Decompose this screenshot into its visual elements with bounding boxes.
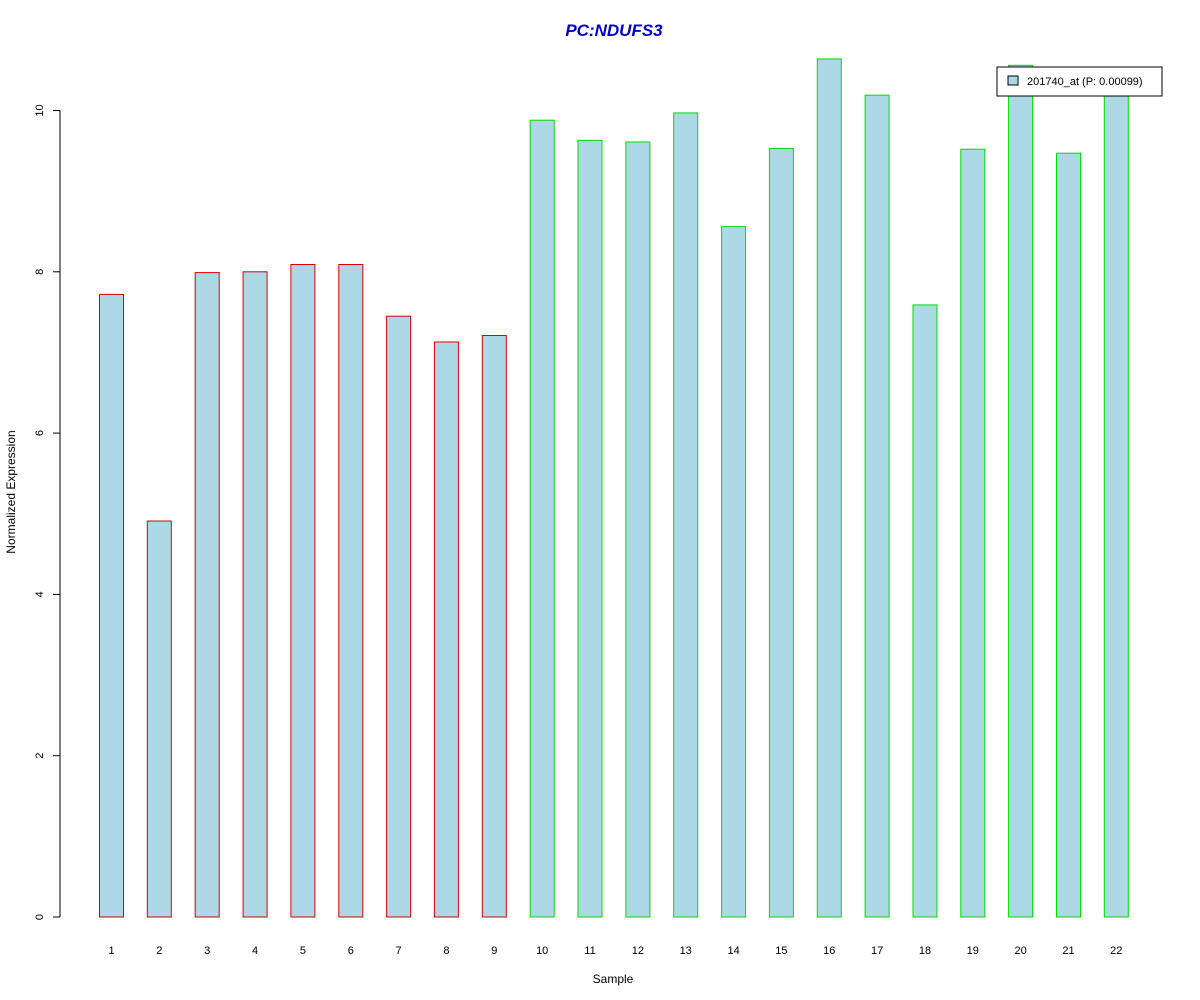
- x-tick-label: 17: [871, 945, 883, 957]
- x-tick-label: 7: [396, 945, 402, 957]
- x-tick-label: 22: [1110, 945, 1122, 957]
- bar-sample-15: [768, 147, 794, 918]
- bar-sample-16: [816, 58, 842, 918]
- x-tick-label: 18: [919, 945, 931, 957]
- bar-sample-12: [625, 141, 651, 918]
- bar-sample-5: [290, 264, 316, 918]
- x-tick-label: 20: [1014, 945, 1026, 957]
- x-tick-label: 19: [967, 945, 979, 957]
- bar-sample-11: [577, 139, 603, 918]
- x-tick-label: 13: [680, 945, 692, 957]
- y-axis: 0 2 4 6 8 10: [34, 104, 61, 920]
- bar-sample-4: [242, 271, 268, 918]
- x-tick-label: 5: [300, 945, 306, 957]
- bar-sample-9: [481, 335, 507, 918]
- bars: [99, 58, 1129, 918]
- bar-sample-19: [960, 148, 986, 918]
- x-tick-label: 3: [204, 945, 210, 957]
- y-tick-label: 0: [34, 914, 46, 920]
- bar-sample-1: [99, 293, 124, 918]
- bar-sample-20: [1008, 64, 1034, 918]
- x-tick-label: 9: [491, 945, 497, 957]
- y-tick-label: 4: [34, 591, 46, 597]
- x-tick-label: 4: [252, 945, 258, 957]
- bar-sample-2: [146, 520, 172, 918]
- bar-sample-21: [1056, 152, 1081, 918]
- bar-sample-6: [338, 264, 364, 918]
- bar-sample-13: [673, 112, 699, 918]
- bar-sample-3: [194, 272, 220, 918]
- bar-sample-10: [529, 119, 555, 918]
- x-tick-label: 10: [536, 945, 548, 957]
- y-tick-label: 6: [34, 430, 46, 436]
- x-tick-label: 16: [823, 945, 835, 957]
- x-tick-label: 12: [632, 945, 644, 957]
- x-tick-label: 15: [775, 945, 787, 957]
- x-tick-label: 2: [156, 945, 162, 957]
- bar-sample-7: [386, 315, 412, 918]
- x-tick-label: 14: [727, 945, 739, 957]
- bar-sample-14: [721, 226, 747, 918]
- legend-swatch: [1007, 75, 1019, 86]
- x-tick-labels: 1 2 3 4 5 6 7 8 9 10 11 12 13 14 15 16 17 18 19 20 21 22: [108, 945, 1122, 957]
- bar-sample-8: [433, 341, 459, 918]
- x-axis-label: Sample: [593, 972, 634, 986]
- y-tick-label: 2: [34, 753, 46, 759]
- x-tick-label: 11: [584, 945, 595, 957]
- bar-sample-18: [912, 304, 938, 918]
- x-tick-label: 21: [1062, 945, 1074, 957]
- x-tick-label: 1: [108, 945, 114, 957]
- bar-sample-22: [1103, 92, 1129, 918]
- x-tick-label: 8: [443, 945, 449, 957]
- y-axis-label: Normalized Expression: [4, 430, 18, 553]
- y-tick-label: 10: [34, 104, 46, 116]
- bar-sample-17: [864, 94, 890, 918]
- legend-label: 201740_at (P: 0.00099): [1027, 76, 1143, 88]
- y-tick-label: 8: [34, 269, 46, 275]
- x-tick-label: 6: [348, 945, 354, 957]
- legend-box: [996, 66, 1163, 97]
- chart-title: PC:NDUFS3: [565, 21, 663, 40]
- legend: 201740_at (P: 0.00099): [996, 66, 1163, 97]
